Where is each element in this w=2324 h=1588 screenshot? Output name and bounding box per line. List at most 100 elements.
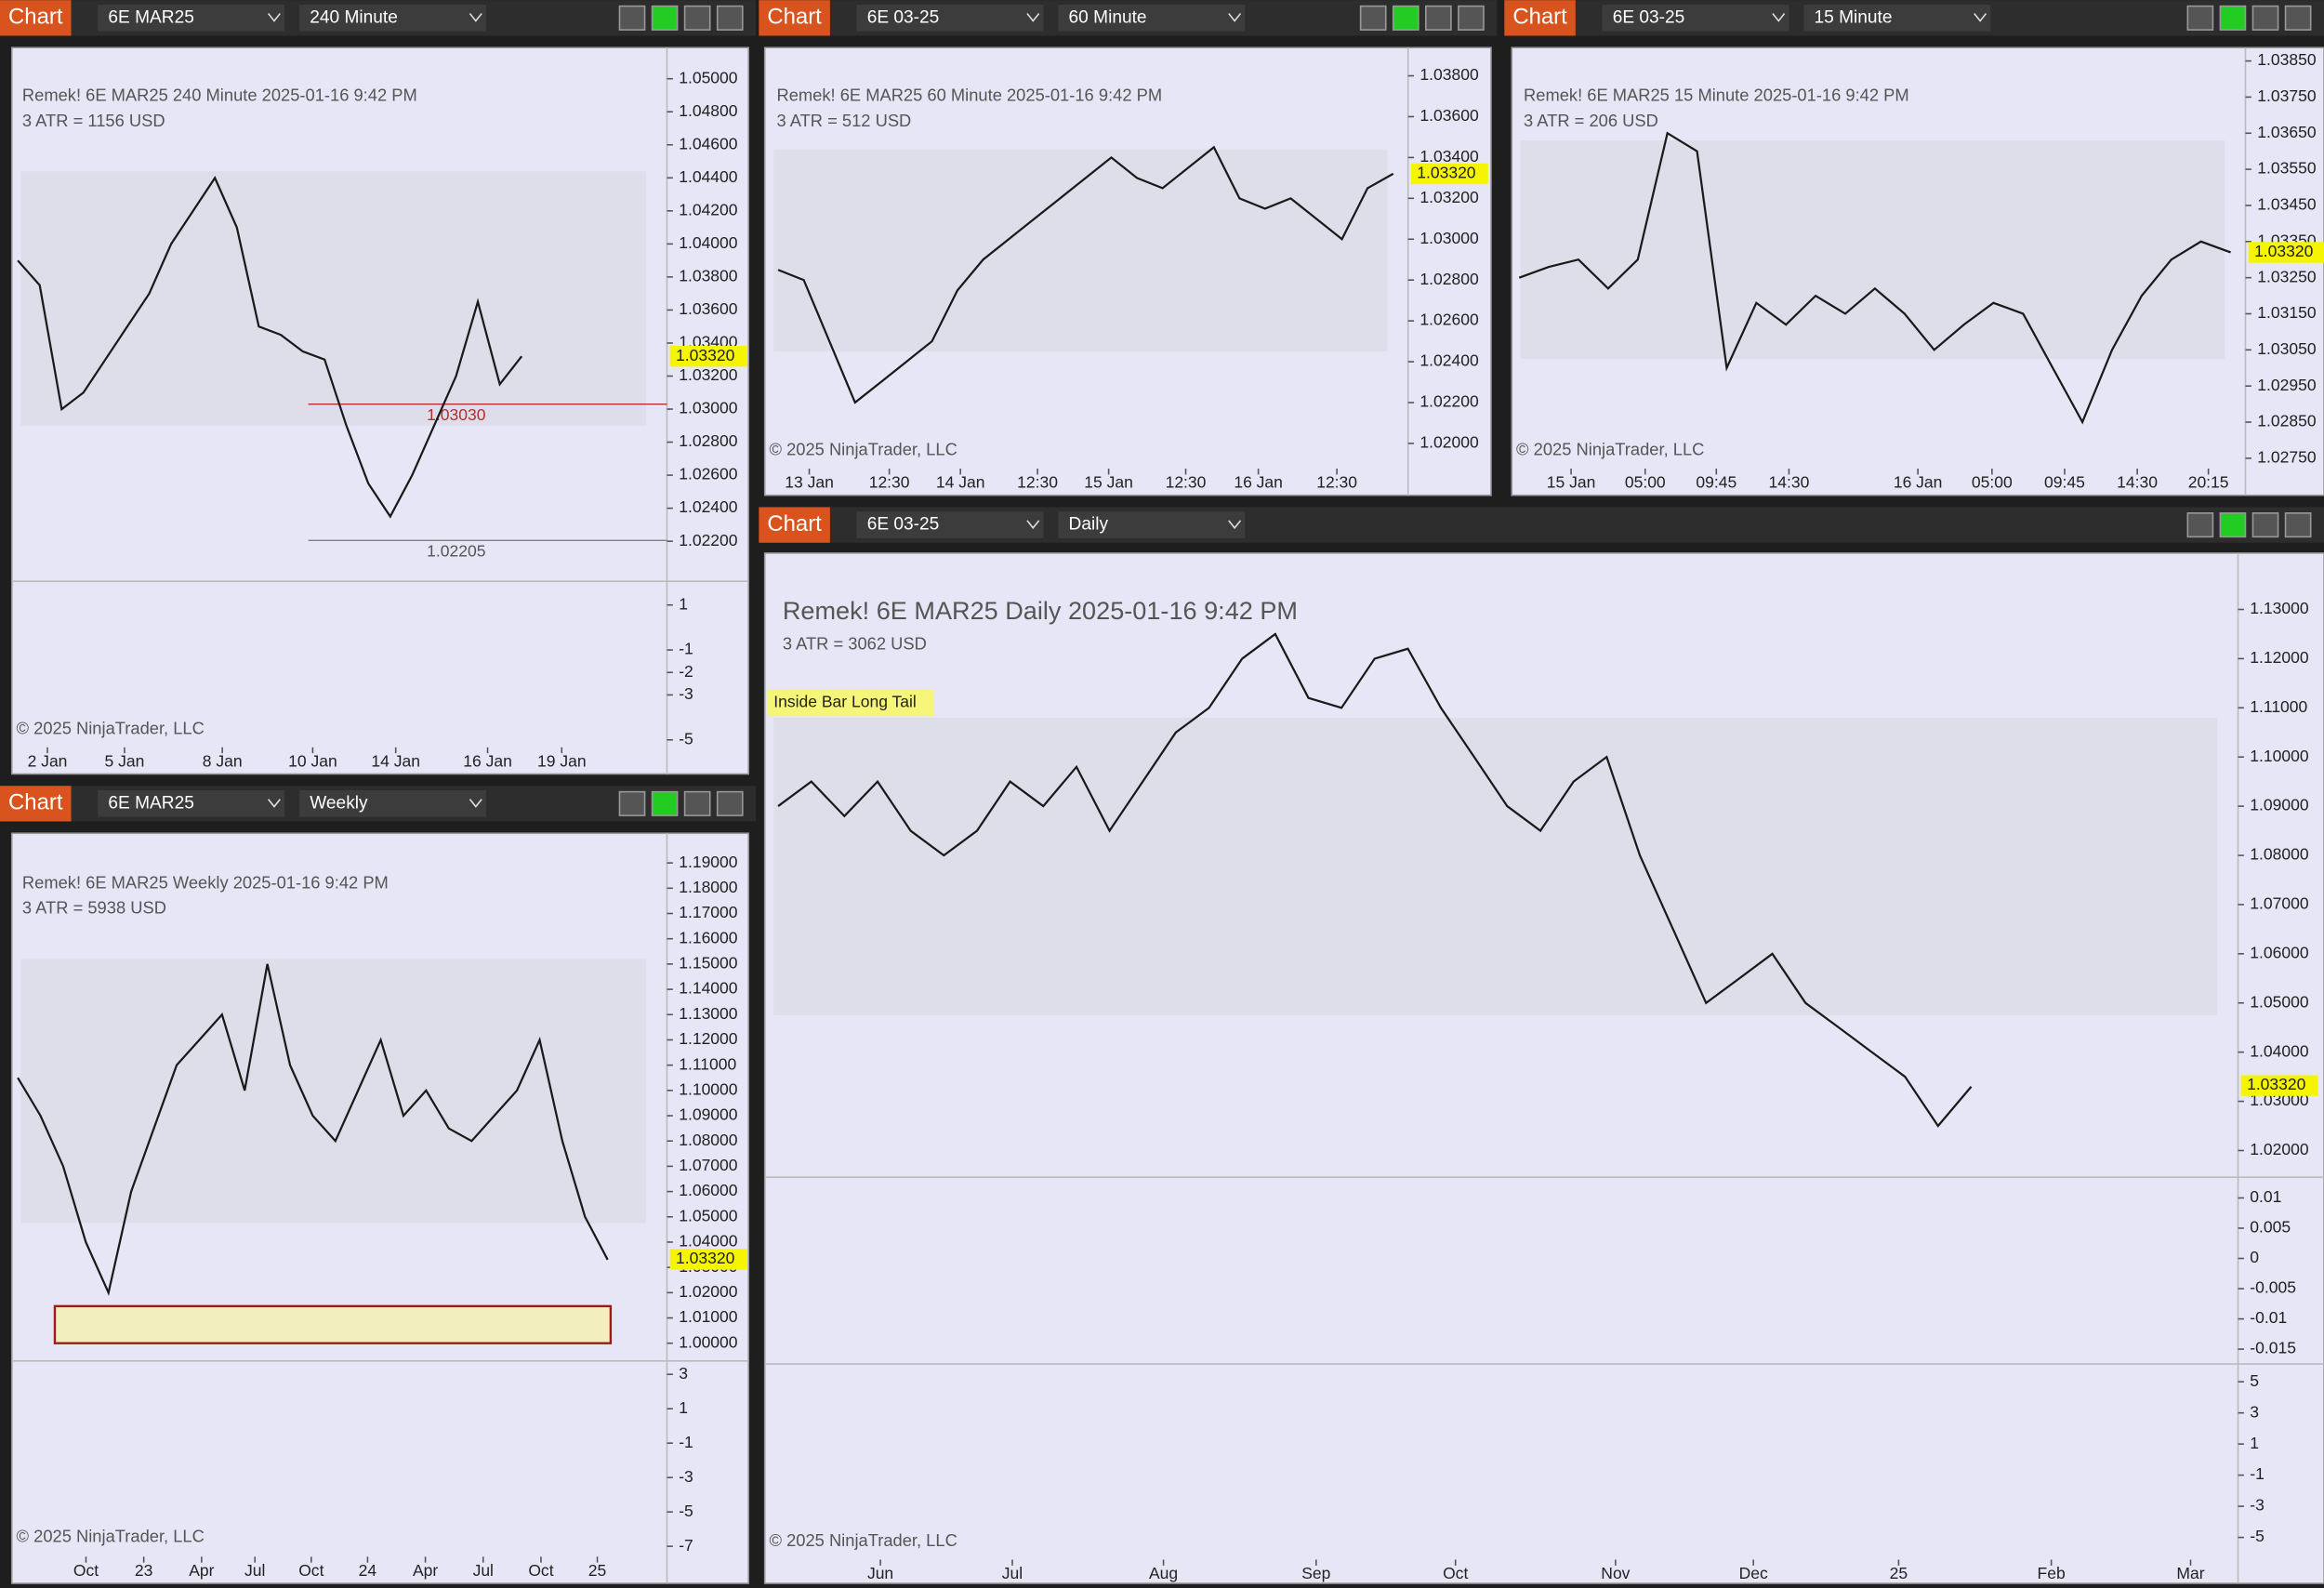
time-label: 5 Jan: [104, 751, 144, 770]
time-label: 12:30: [1017, 473, 1058, 492]
price-tick-label: 1.04400: [679, 167, 738, 186]
price-tick-label: 1.02800: [1419, 270, 1479, 288]
price-tick-label: 1.01000: [679, 1307, 738, 1326]
chart-tab-label: Chart: [1512, 5, 1567, 30]
annotation-box: [767, 689, 934, 717]
price-tick-label: 1.03000: [1419, 229, 1479, 247]
window-button[interactable]: [2251, 512, 2279, 538]
instrument-dropdown[interactable]: [856, 4, 1044, 32]
price-tick-label: 1.03650: [2257, 123, 2317, 141]
time-label: Mar: [2176, 1564, 2204, 1582]
price-tick-label: 1.02600: [1419, 311, 1479, 329]
price-tick-label: 1.15000: [679, 954, 738, 973]
window-button[interactable]: [2219, 512, 2247, 538]
instrument-label: 6E MAR25: [108, 7, 193, 27]
indicator-tick-label: -3: [2250, 1496, 2265, 1515]
time-label: 14 Jan: [371, 751, 420, 770]
instrument-dropdown[interactable]: [98, 4, 285, 32]
time-label: 12:30: [1166, 473, 1207, 492]
chart-tab[interactable]: [759, 0, 830, 36]
price-tick-label: 1.04800: [679, 101, 738, 120]
window-button[interactable]: [2186, 512, 2214, 538]
window-button[interactable]: [1359, 5, 1387, 31]
window-button[interactable]: [1458, 5, 1485, 31]
time-label: Oct: [528, 1561, 553, 1580]
window-button[interactable]: [618, 5, 646, 31]
interval-dropdown[interactable]: [1803, 4, 1991, 32]
price-tick-label: 1.03750: [2257, 86, 2317, 105]
time-label: 20:15: [2188, 473, 2229, 492]
window-button[interactable]: [716, 790, 744, 816]
chart-tab[interactable]: [1504, 0, 1576, 36]
window-button[interactable]: [1392, 5, 1419, 31]
annotation-label: Inside Bar Long Tail: [773, 693, 917, 711]
time-label: Oct: [1443, 1564, 1468, 1582]
interval-dropdown[interactable]: [299, 4, 486, 32]
price-tick-label: 1.09000: [2250, 796, 2309, 814]
price-tick-label: 1.03050: [2257, 339, 2317, 358]
price-tick-label: 1.06000: [679, 1181, 738, 1199]
price-tick-label: 1.03150: [2257, 303, 2317, 322]
time-label: 8 Jan: [203, 751, 243, 770]
instrument-label: 6E 03-25: [867, 515, 940, 535]
chart-title: Remek! 6E MAR25 240 Minute 2025-01-16 9:…: [22, 86, 417, 105]
price-tick-label: 1.03000: [679, 399, 738, 417]
indicator-tick-label: -7: [679, 1536, 693, 1555]
atr-label: 3 ATR = 512 USD: [776, 111, 911, 130]
time-label: Apr: [189, 1561, 214, 1580]
price-tick-label: 1.08000: [679, 1131, 738, 1149]
interval-dropdown[interactable]: [299, 790, 486, 817]
chart-tab[interactable]: [759, 507, 830, 543]
price-tick-label: 1.04000: [679, 233, 738, 252]
price-tick-label: 1.03800: [679, 267, 738, 285]
dropdown-caret: [1772, 13, 1786, 22]
price-tick-label: 1.07000: [679, 1156, 738, 1174]
chart-tab[interactable]: [0, 0, 72, 36]
dropdown-caret: [267, 799, 281, 808]
window-button[interactable]: [651, 5, 679, 31]
chart-tab-label: Chart: [767, 5, 822, 30]
time-label: 23: [135, 1561, 152, 1580]
last-price-tag: [2240, 1075, 2318, 1096]
chart-window: Chart 6E MAR25 240 Minute 1.05000 1.04800 1.0…: [0, 0, 757, 775]
indicator-tick-label: -2: [679, 662, 693, 681]
window-button[interactable]: [2186, 5, 2214, 31]
price-tick-label: 1.03850: [2257, 50, 2317, 69]
indicator-tick-label: 1: [2250, 1434, 2259, 1452]
last-price-tag: [669, 346, 747, 367]
window-button[interactable]: [618, 790, 646, 816]
price-tick-label: 1.02000: [2250, 1140, 2309, 1158]
window-button[interactable]: [2284, 512, 2312, 538]
chart-window: Chart 6E 03-25 15 Minute 1.03850 1.03750 1.03…: [1504, 0, 2324, 496]
window-button[interactable]: [2219, 5, 2247, 31]
instrument-dropdown[interactable]: [1602, 4, 1789, 32]
window-button[interactable]: [683, 790, 711, 816]
price-tick-label: 1.02400: [679, 497, 738, 516]
instrument-dropdown[interactable]: [98, 790, 285, 817]
window-button[interactable]: [683, 5, 711, 31]
window-button[interactable]: [1425, 5, 1452, 31]
window-button[interactable]: [2251, 5, 2279, 31]
price-tick-label: 1.03600: [679, 299, 738, 318]
chart-tab[interactable]: [0, 786, 72, 822]
price-line: [777, 632, 1973, 1128]
window-button[interactable]: [716, 5, 744, 31]
price-tick-label: 1.03400: [1419, 147, 1479, 165]
indicator-tick-label: 3: [679, 1364, 688, 1383]
interval-label: Daily: [1069, 515, 1109, 535]
instrument-dropdown[interactable]: [856, 511, 1044, 538]
window-button[interactable]: [2284, 5, 2312, 31]
chart-tab-label: Chart: [767, 511, 822, 536]
price-band: [1520, 140, 2225, 360]
price-tick-label: 1.08000: [2250, 845, 2309, 864]
dropdown-caret: [1026, 520, 1040, 530]
price-tick-label: 1.02850: [2257, 412, 2317, 430]
window-button[interactable]: [651, 790, 679, 816]
interval-dropdown[interactable]: [1058, 4, 1246, 32]
indicator-tick-label: -5: [679, 729, 693, 748]
interval-dropdown[interactable]: [1058, 511, 1246, 538]
time-label: Oct: [73, 1561, 99, 1580]
price-tick-label: 1.09000: [679, 1105, 738, 1124]
time-label: Aug: [1149, 1564, 1178, 1582]
copyright: © 2025 NinjaTrader, LLC: [1516, 440, 1704, 459]
